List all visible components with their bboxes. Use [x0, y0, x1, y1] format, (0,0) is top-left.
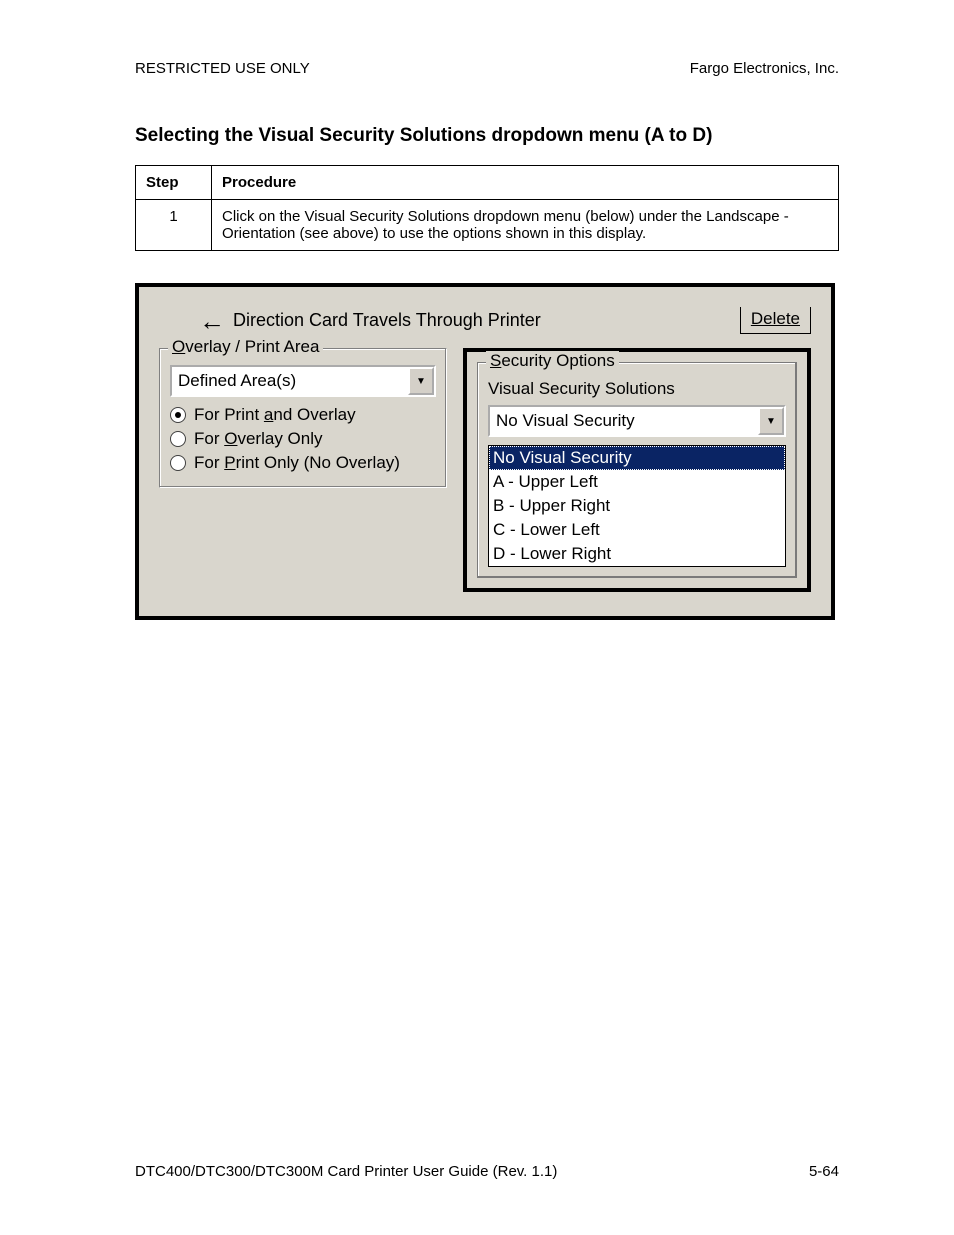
- footer-right: 5-64: [809, 1163, 839, 1180]
- radio-print-only[interactable]: For Print Only (No Overlay): [170, 453, 436, 473]
- step-procedure: Click on the Visual Security Solutions d…: [212, 200, 839, 251]
- arrow-left-icon: ←: [199, 308, 225, 334]
- radio-icon: [170, 455, 186, 471]
- radio-icon: [170, 407, 186, 423]
- radio-icon: [170, 431, 186, 447]
- overlay-area-combo[interactable]: Defined Area(s) ▼: [170, 365, 436, 397]
- security-sub-label: Visual Security Solutions: [488, 379, 786, 399]
- ui-panel: ← Direction Card Travels Through Printer…: [135, 283, 835, 620]
- header-right: Fargo Electronics, Inc.: [690, 60, 839, 77]
- table-header-row: Step Procedure: [136, 166, 839, 200]
- footer-left: DTC400/DTC300/DTC300M Card Printer User …: [135, 1163, 557, 1180]
- groups-row: Overlay / Print Area Defined Area(s) ▼ F…: [159, 348, 811, 592]
- visual-security-dropdown-list[interactable]: No Visual Security A - Upper Left B - Up…: [488, 445, 786, 567]
- table-row: 1 Click on the Visual Security Solutions…: [136, 200, 839, 251]
- visual-security-combo-value: No Visual Security: [490, 407, 758, 435]
- section-title: Selecting the Visual Security Solutions …: [135, 125, 839, 147]
- dropdown-option-a-upper-left[interactable]: A - Upper Left: [489, 470, 785, 494]
- dropdown-option-c-lower-left[interactable]: C - Lower Left: [489, 518, 785, 542]
- col-step: Step: [136, 166, 212, 200]
- steps-table: Step Procedure 1 Click on the Visual Sec…: [135, 165, 839, 251]
- direction-label: Direction Card Travels Through Printer: [233, 310, 541, 331]
- chevron-down-icon: ▼: [408, 367, 434, 395]
- step-number: 1: [136, 200, 212, 251]
- document-page: RESTRICTED USE ONLY Fargo Electronics, I…: [0, 0, 954, 1235]
- radio-overlay-only[interactable]: For Overlay Only: [170, 429, 436, 449]
- dropdown-option-d-lower-right[interactable]: D - Lower Right: [489, 542, 785, 566]
- overlay-group-legend: Overlay / Print Area: [168, 337, 323, 357]
- page-footer: DTC400/DTC300/DTC300M Card Printer User …: [135, 1163, 839, 1180]
- overlay-combo-value: Defined Area(s): [172, 367, 408, 395]
- security-options-frame: Security Options Visual Security Solutio…: [463, 348, 811, 592]
- delete-label: Delete: [751, 309, 800, 328]
- col-procedure: Procedure: [212, 166, 839, 200]
- security-group-legend: Security Options: [486, 351, 619, 371]
- radio-print-and-overlay[interactable]: For Print and Overlay: [170, 405, 436, 425]
- header-left: RESTRICTED USE ONLY: [135, 60, 310, 77]
- dropdown-option-b-upper-right[interactable]: B - Upper Right: [489, 494, 785, 518]
- security-options-group: Security Options Visual Security Solutio…: [477, 362, 797, 578]
- direction-row: ← Direction Card Travels Through Printer…: [159, 307, 811, 334]
- overlay-print-area-group: Overlay / Print Area Defined Area(s) ▼ F…: [159, 348, 447, 488]
- radio-label: For Print Only (No Overlay): [194, 453, 400, 473]
- visual-security-combo[interactable]: No Visual Security ▼: [488, 405, 786, 437]
- dropdown-option-no-visual-security[interactable]: No Visual Security: [489, 446, 785, 470]
- delete-button[interactable]: Delete: [740, 307, 811, 334]
- radio-label: For Overlay Only: [194, 429, 323, 449]
- radio-label: For Print and Overlay: [194, 405, 356, 425]
- chevron-down-icon: ▼: [758, 407, 784, 435]
- page-header: RESTRICTED USE ONLY Fargo Electronics, I…: [135, 60, 839, 77]
